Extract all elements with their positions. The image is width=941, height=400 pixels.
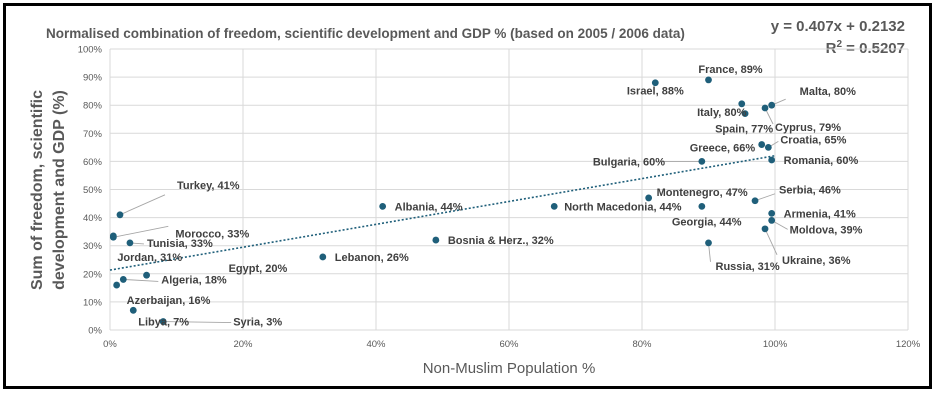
y-tick-label: 30% (83, 241, 103, 252)
data-label: Russia, 31% (716, 261, 780, 273)
data-point (768, 217, 776, 224)
leader-line (764, 228, 778, 256)
data-point (126, 239, 134, 247)
data-points (109, 76, 776, 325)
data-label: Romania, 60% (784, 155, 859, 167)
data-point (758, 141, 766, 148)
x-tick-label: 120% (896, 339, 921, 350)
x-tick-label: 60% (499, 339, 519, 350)
data-label: Spain, 77% (715, 124, 773, 136)
x-tick-label: 40% (366, 339, 386, 350)
y-tick-label: 60% (83, 157, 103, 168)
data-point (645, 194, 653, 202)
data-point (116, 211, 124, 219)
data-label: Moldova, 39% (790, 224, 863, 236)
y-tick-label: 50% (83, 185, 103, 196)
data-label: Georgia, 44% (672, 216, 742, 228)
data-point (761, 104, 769, 112)
data-point (379, 202, 387, 210)
r2-exponent: 2 (836, 39, 843, 50)
y-tick-label: 100% (78, 45, 103, 56)
y-axis-title-line2: development and GDP (%) (51, 90, 68, 290)
data-label: Malta, 80% (800, 86, 856, 98)
data-point (751, 197, 759, 205)
data-point (705, 76, 712, 84)
data-label: Armenia, 41% (784, 208, 856, 220)
data-point (738, 100, 746, 108)
leader-line (119, 194, 166, 216)
data-label: Bulgaria, 60% (593, 156, 665, 168)
data-label: Cyprus, 79% (775, 122, 841, 134)
data-point (768, 156, 776, 164)
y-tick-label: 90% (83, 73, 103, 84)
data-label: Tunisia, 33% (147, 238, 213, 250)
data-label: Egypt, 20% (229, 263, 288, 275)
y-tick-label: 10% (83, 297, 103, 308)
trendline (109, 154, 776, 271)
data-label: Libya, 7% (138, 316, 189, 328)
data-point (698, 202, 706, 210)
data-label: Montenegro, 47% (657, 187, 748, 199)
x-tick-label: 20% (233, 339, 253, 350)
y-tick-label: 40% (83, 213, 103, 224)
data-point (550, 202, 558, 210)
data-label: Italy, 80% (697, 107, 747, 119)
y-axis-title-line1: Sum of freedom, scientific (29, 90, 46, 290)
data-point (761, 225, 769, 233)
data-point (143, 271, 150, 279)
data-label: France, 89% (698, 64, 762, 76)
data-label: Greece, 66% (690, 143, 756, 155)
data-point (764, 143, 772, 151)
data-point (113, 281, 121, 289)
data-label: Lebanon, 26% (335, 252, 409, 264)
data-label: Ukraine, 36% (782, 255, 851, 267)
data-label: Azerbaijan, 16% (127, 295, 211, 307)
leader-line (163, 321, 232, 324)
data-label: Bosnia & Herz., 32% (448, 235, 554, 247)
data-point (119, 276, 127, 283)
gridlines (109, 48, 909, 331)
data-label: Jordan, 31% (117, 252, 182, 264)
data-label: Albania, 44% (395, 201, 463, 213)
y-tick-label: 70% (83, 129, 103, 140)
data-point (129, 306, 137, 314)
x-tick-label: 80% (632, 339, 652, 350)
data-point (698, 158, 706, 165)
data-label: Serbia, 46% (779, 185, 841, 197)
data-point (741, 110, 749, 118)
chart-title: Normalised combination of freedom, scien… (46, 26, 685, 41)
data-label: Syria, 3% (233, 317, 282, 329)
data-point (432, 236, 440, 244)
leader-line (754, 193, 776, 202)
y-tick-label: 80% (83, 101, 103, 112)
data-point (768, 101, 776, 109)
data-point (768, 209, 776, 217)
data-point (319, 253, 327, 261)
data-label: Croatia, 65% (780, 134, 846, 146)
x-tick-label: 100% (763, 339, 788, 350)
y-tick-label: 0% (88, 326, 102, 337)
data-point (651, 79, 659, 87)
x-tick-label: 0% (103, 339, 117, 350)
data-label: North Macedonia, 44% (564, 201, 682, 213)
x-axis-title: Non-Muslim Population % (423, 360, 596, 377)
data-labels: Israel, 88% France, 89% Malta, 80% Italy, 8… (117, 64, 862, 329)
y-axis-ticks: 0% 10% 20% 30% 40% 50% 60% 70% 80% 90% 100% (78, 45, 103, 337)
data-label: Israel, 88% (627, 86, 684, 98)
trendline-equation: y = 0.407x + 0.2132 (770, 18, 905, 35)
x-axis-ticks: 0% 20% 40% 60% 80% 100% 120% (103, 339, 921, 350)
data-label: Turkey, 41% (177, 180, 240, 192)
chart-frame: Normalised combination of freedom, scien… (3, 3, 932, 389)
data-label: Morocco, 33% (175, 228, 249, 240)
leader-line (123, 278, 159, 282)
y-tick-label: 20% (83, 269, 103, 280)
data-point (705, 239, 712, 247)
data-label: Algeria, 18% (161, 274, 227, 286)
data-point (159, 318, 167, 325)
data-point (109, 232, 117, 240)
leader-line (113, 225, 169, 238)
